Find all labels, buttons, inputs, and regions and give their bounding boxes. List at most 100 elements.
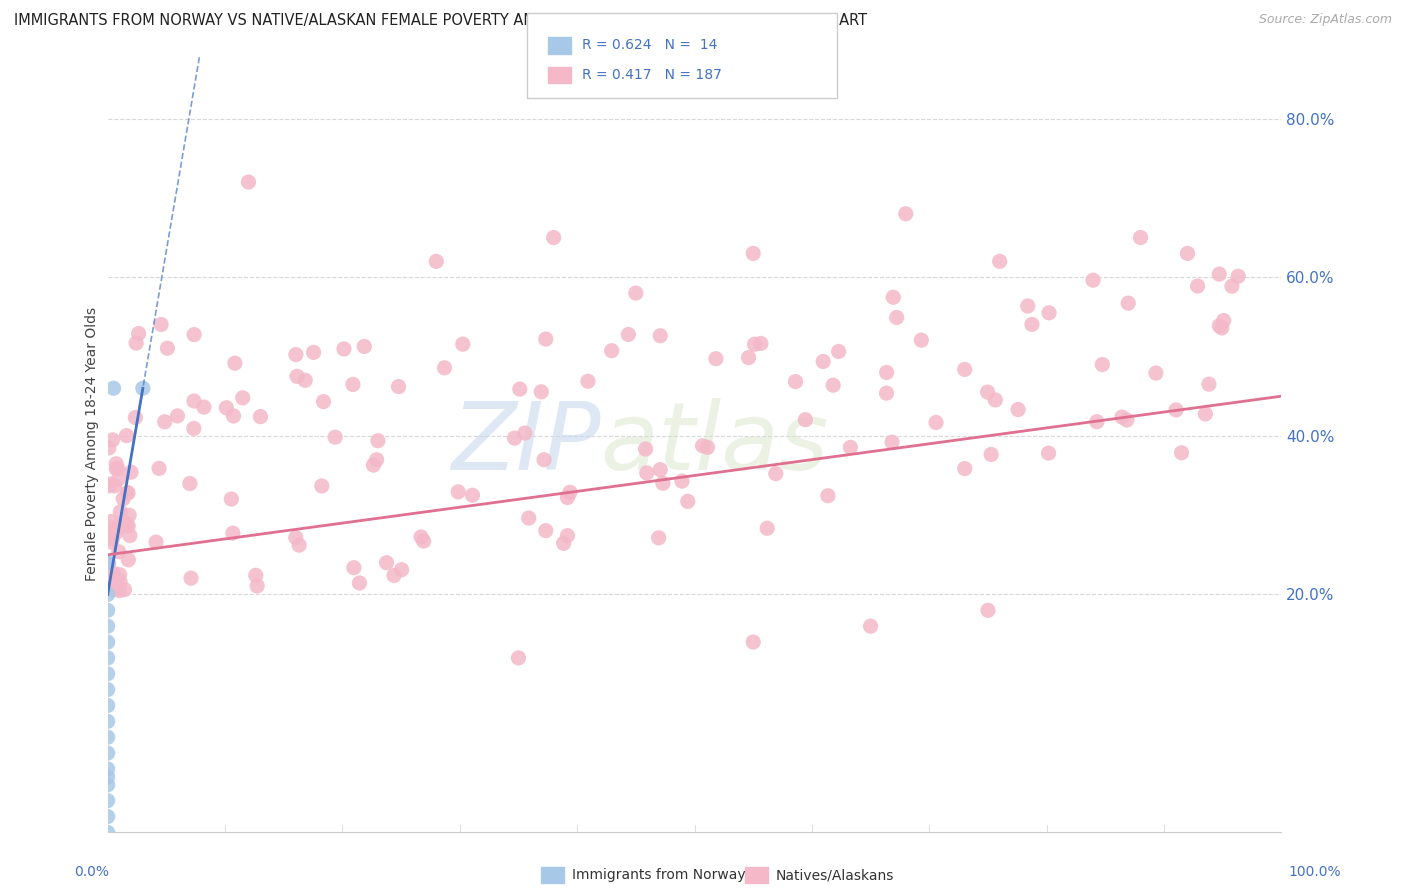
Point (97, 730, 120, 744)
Point (246, 579, 269, 593)
Point (100, 515, 122, 529)
Point (97, 770, 120, 784)
Point (366, 452, 388, 467)
Text: 100.0%: 100.0% (1288, 864, 1341, 879)
Point (97, 619, 120, 633)
Point (1129, 230, 1152, 244)
Point (111, 516, 134, 530)
Point (533, 452, 555, 467)
Point (1208, 318, 1230, 333)
Point (342, 377, 364, 392)
Point (97, 556, 120, 570)
Point (367, 434, 389, 448)
Point (118, 508, 141, 523)
Point (284, 348, 307, 362)
Point (553, 536, 575, 550)
Point (98, 477, 121, 491)
Point (461, 488, 484, 502)
Point (103, 523, 125, 537)
Point (412, 534, 434, 549)
Point (749, 336, 772, 351)
Point (101, 532, 124, 546)
Point (984, 392, 1007, 407)
Point (785, 375, 807, 389)
Text: R = 0.417   N = 187: R = 0.417 N = 187 (582, 68, 721, 82)
Point (451, 337, 474, 351)
Point (117, 485, 139, 500)
Point (671, 474, 693, 488)
Point (114, 517, 136, 532)
Point (105, 462, 128, 476)
Point (311, 479, 333, 493)
Point (153, 415, 176, 429)
Point (284, 531, 307, 545)
Point (976, 385, 998, 400)
Point (245, 568, 267, 582)
Point (179, 476, 201, 491)
Point (1208, 267, 1230, 281)
Point (742, 246, 765, 260)
Point (97, 603, 120, 617)
Point (117, 553, 139, 567)
Point (1227, 269, 1250, 284)
Point (114, 582, 136, 597)
Point (132, 381, 155, 395)
Point (97, 587, 120, 601)
Point (97, 479, 120, 493)
Point (409, 530, 432, 544)
Text: R = 0.624   N =  14: R = 0.624 N = 14 (582, 38, 717, 53)
Point (232, 391, 254, 405)
Point (1038, 306, 1060, 320)
Point (1187, 279, 1209, 293)
Point (288, 538, 311, 552)
Point (433, 360, 456, 375)
Point (112, 491, 135, 506)
Point (503, 431, 526, 445)
Point (110, 505, 132, 519)
Point (97, 651, 120, 665)
Text: ZIP: ZIP (451, 398, 600, 490)
Point (120, 465, 142, 479)
Point (823, 378, 845, 392)
Point (343, 560, 366, 574)
Point (650, 463, 672, 477)
Point (1220, 279, 1243, 293)
Point (97, 441, 120, 455)
Point (349, 576, 371, 591)
Point (880, 435, 903, 450)
Point (98, 572, 121, 586)
Point (634, 442, 657, 456)
Point (650, 328, 672, 343)
Point (1170, 446, 1192, 460)
Point (676, 494, 699, 508)
Point (224, 356, 246, 370)
Point (600, 343, 623, 358)
Point (1144, 366, 1167, 380)
Point (249, 409, 271, 424)
Point (817, 489, 839, 503)
Point (148, 461, 170, 475)
Point (238, 175, 260, 189)
Point (104, 575, 127, 590)
Point (447, 484, 470, 499)
Point (953, 461, 976, 475)
Point (1111, 410, 1133, 425)
Point (183, 394, 205, 409)
Point (1007, 402, 1029, 417)
Point (988, 254, 1011, 268)
Point (692, 439, 714, 453)
Point (156, 341, 179, 355)
Point (1211, 321, 1233, 335)
Point (97, 557, 120, 571)
Point (118, 528, 141, 542)
Point (222, 526, 245, 541)
Point (882, 290, 904, 304)
Point (105, 457, 128, 471)
Point (765, 467, 787, 481)
Point (101, 521, 124, 535)
Point (744, 337, 766, 351)
Point (1164, 403, 1187, 417)
Point (1091, 358, 1114, 372)
Point (1021, 318, 1043, 332)
Point (1198, 377, 1220, 392)
